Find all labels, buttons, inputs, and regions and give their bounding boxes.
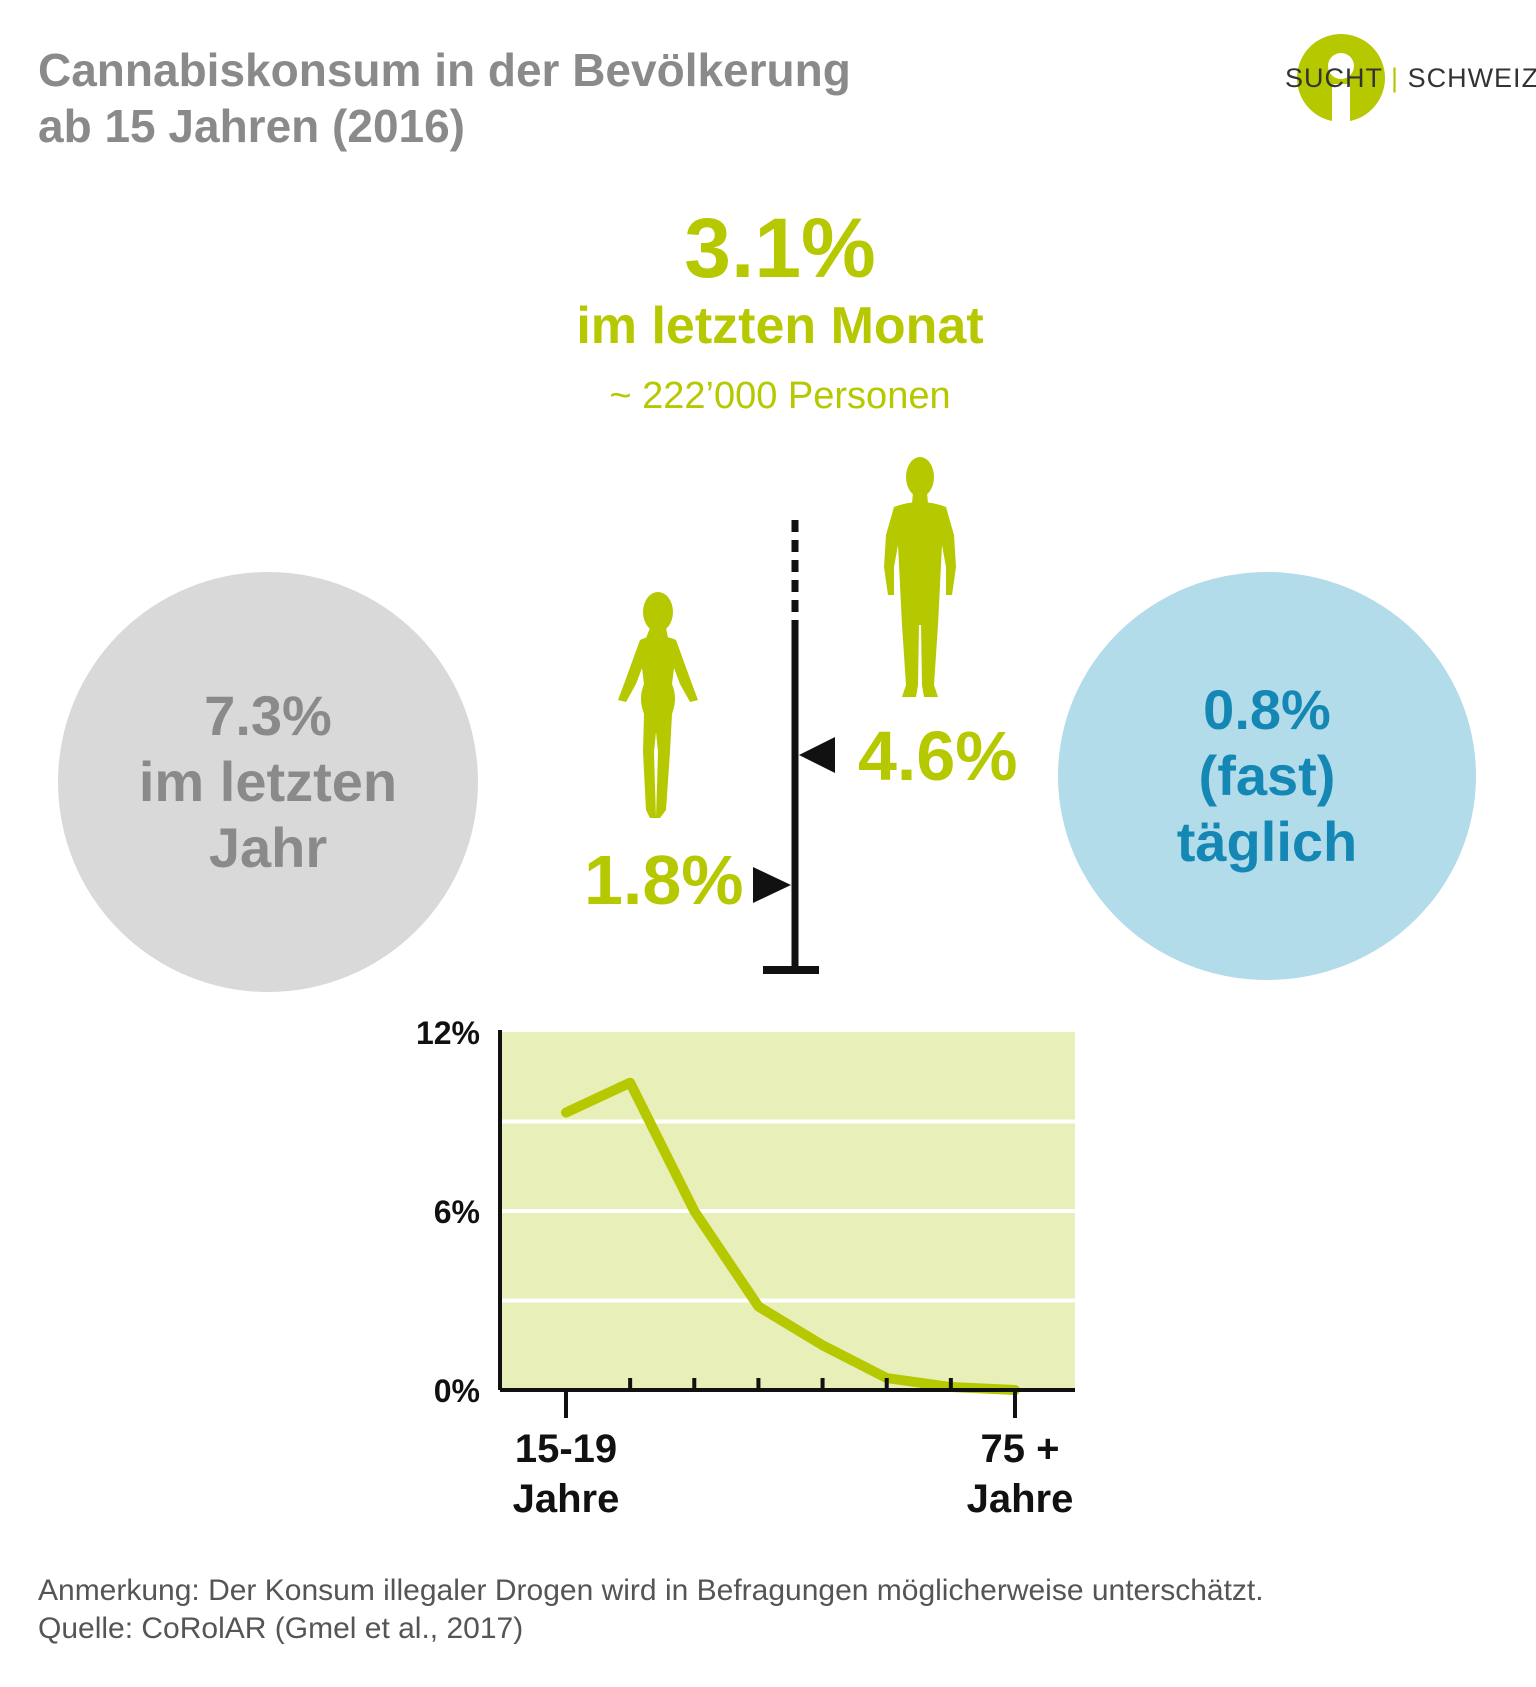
month-percent: 3.1% [684,201,876,295]
chart-data-point [821,1344,824,1347]
gender-scale-axis [753,520,835,974]
person-circle-logo-icon [1297,34,1385,124]
year-line-2: Jahr [208,816,328,879]
daily-circle: 0.8% (fast) täglich [1058,572,1476,980]
chart-y-tick-label: 12% [416,1015,480,1051]
chart-data-point [629,1081,632,1084]
women-percent: 1.8% [584,841,744,919]
logo-text: SUCHT | SCHWEIZ [1285,62,1536,94]
logo-separator: | [1391,63,1400,93]
chart-x-tick-label: 15-19 [515,1427,617,1471]
footer-source: Quelle: CoRolAR (Gmel et al., 2017) [38,1612,524,1645]
year-circle: 7.3% im letzten Jahr [58,572,478,992]
title-line-1: Cannabiskonsum in der Bevölkerung [38,44,851,96]
chart-data-point [565,1111,567,1114]
logo-text-left: SUCHT [1285,63,1383,93]
month-label: im letzten Monat [576,297,984,355]
daily-percent: 0.8% [1203,678,1331,741]
daily-line-1: (fast) [1198,744,1336,807]
page-title: Cannabiskonsum in der Bevölkerung ab 15 … [38,42,1038,154]
men-marker-arrow [799,737,835,773]
men-percent: 4.6% [858,717,1018,795]
year-line-1: im letzten [138,750,398,813]
chart-data-point [693,1210,696,1212]
footer-note: Anmerkung: Der Konsum illegaler Drogen w… [38,1574,1264,1607]
chart-x-tick-label: Jahre [967,1477,1074,1521]
chart-y-tick-label: 0% [434,1373,480,1409]
month-persons: ~ 222’000 Personen [609,375,951,417]
title-line-2: ab 15 Jahren (2016) [38,100,466,152]
age-line-chart: 12% 6% 0% 15-19 Jahre 75 + Jahre [416,1015,1075,1521]
logo-text-right: SCHWEIZ [1407,63,1536,93]
chart-x-tick-label: 75 + [981,1427,1060,1471]
year-percent: 7.3% [204,684,332,747]
chart-data-point [757,1305,760,1308]
women-marker-arrow [753,867,791,903]
chart-series-line [561,1077,1020,1395]
daily-line-2: täglich [1176,810,1358,873]
chart-y-tick-label: 6% [434,1194,480,1230]
chart-x-tick-label: Jahre [513,1477,620,1521]
woman-silhouette-icon [618,592,698,818]
man-silhouette-icon [884,457,956,697]
